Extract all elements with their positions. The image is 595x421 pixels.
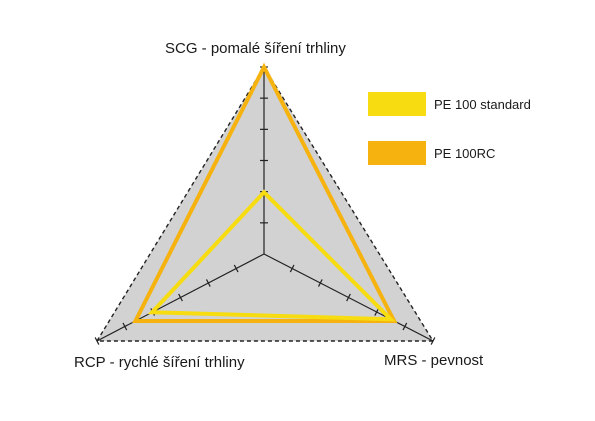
axis-tick-mrs bbox=[430, 337, 436, 345]
series-point-1-scg bbox=[262, 65, 266, 69]
axis-tick-mrs bbox=[289, 264, 295, 273]
series-polygon-1 bbox=[132, 62, 398, 323]
radar-axes bbox=[94, 66, 436, 345]
legend-item-pe100-standard: PE 100 standard bbox=[368, 92, 531, 116]
axis-tick-mrs bbox=[317, 279, 323, 287]
legend-swatch-pe100rc bbox=[368, 141, 426, 165]
axis-tick-rcp bbox=[94, 337, 100, 345]
legend-swatch-pe100-standard bbox=[368, 92, 426, 116]
axis-label-scg: SCG - pomalé šíření trhliny bbox=[165, 40, 346, 57]
series-polygon-0 bbox=[147, 189, 396, 322]
axis-tick-mrs bbox=[374, 308, 380, 316]
axis-label-rcp: RCP - rychlé šíření trhliny bbox=[74, 354, 245, 371]
axis-tick-rcp bbox=[122, 322, 128, 331]
legend-item-pe100rc: PE 100RC bbox=[368, 141, 495, 165]
legend-label-pe100rc: PE 100RC bbox=[434, 145, 496, 161]
series-point-1-rcp bbox=[133, 319, 137, 323]
series-point-0-rcp bbox=[150, 310, 154, 314]
chart-background bbox=[95, 65, 435, 342]
legend-label-pe100-standard: PE 100 standard bbox=[434, 96, 531, 112]
axis-tick-mrs bbox=[346, 293, 351, 302]
series-point-0-scg bbox=[262, 190, 266, 194]
axis-label-mrs: MRS - pevnost bbox=[384, 352, 484, 369]
axis-tick-mrs bbox=[402, 322, 408, 331]
radar-series bbox=[132, 62, 398, 323]
series-point-0-mrs bbox=[389, 317, 393, 321]
axis-tick-rcp bbox=[233, 264, 239, 273]
axis-tick-rcp bbox=[205, 279, 211, 287]
axis-tick-rcp bbox=[178, 293, 183, 302]
